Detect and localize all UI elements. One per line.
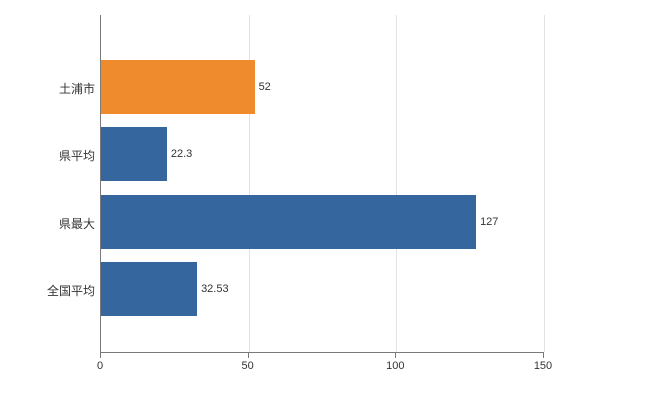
category-label-1: 県平均 <box>58 149 95 164</box>
bar-1[interactable] <box>101 127 167 182</box>
x-tick-label: 150 <box>533 360 553 372</box>
gridline-50 <box>248 15 250 352</box>
bar-0[interactable] <box>101 60 255 114</box>
x-tick-150 <box>543 353 544 358</box>
x-tick-label: 100 <box>386 360 405 372</box>
bar-value-label: 127 <box>480 215 499 228</box>
plot-area: 52 22.3 127 32.53 <box>100 15 545 353</box>
bar-3[interactable] <box>101 261 198 316</box>
x-tick-label: 0 <box>96 360 104 372</box>
bar-value-label: 52 <box>258 81 271 93</box>
category-label-2: 県最大 <box>58 216 95 231</box>
x-tick-label: 50 <box>241 360 254 372</box>
bar-2[interactable] <box>101 194 477 249</box>
category-label-0: 土浦市 <box>58 82 95 96</box>
x-tick-50 <box>247 353 249 358</box>
category-label-3: 全国平均 <box>46 283 95 298</box>
gridline-150 <box>544 15 545 352</box>
gridline-100 <box>396 15 398 352</box>
x-tick-100 <box>395 353 397 358</box>
bar-value-label: 22.3 <box>170 148 193 161</box>
bar-value-label: 32.53 <box>201 282 229 295</box>
x-tick-0 <box>100 353 101 358</box>
